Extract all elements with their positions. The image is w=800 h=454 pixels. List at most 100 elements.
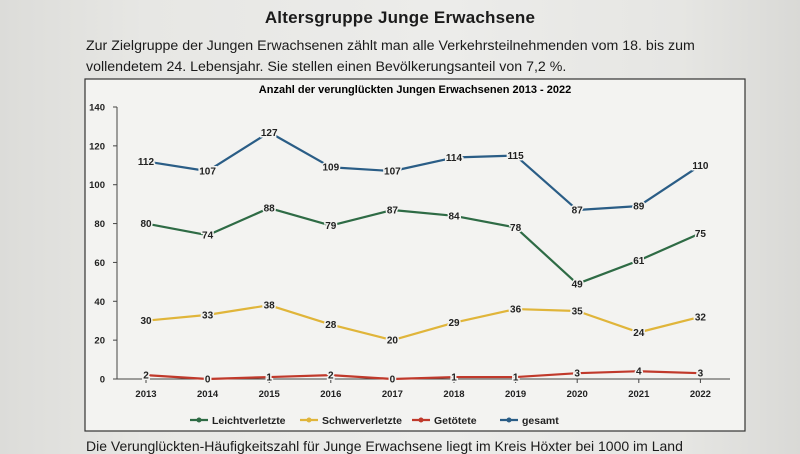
x-tick-label: 2019 [505,389,526,400]
data-label-leichtverletzte: 78 [510,223,522,234]
x-tick-label: 2017 [382,389,403,400]
series-line-schwerverletzte [145,304,701,342]
data-label-schwerverletzte: 28 [325,320,337,331]
data-point-gesamt [575,208,579,212]
data-point-gesamt [637,204,641,208]
data-label-leichtverletzte: 79 [325,221,337,232]
data-label-schwerverletzte: 24 [633,328,645,339]
data-point-get-tete [206,377,210,381]
data-point-schwerverletzte [267,303,271,307]
data-point-get-tete [698,371,703,375]
data-label-leichtverletzte: 49 [572,279,584,290]
data-label-get-tete: 3 [574,369,580,380]
data-label-get-tete: 1 [513,373,519,384]
data-point-leichtverletzte [637,258,641,263]
data-point-gesamt [452,155,456,160]
x-tick-label: 2018 [443,389,464,400]
legend-label-leichtverletzte: Leichtverletzte [212,415,286,427]
legend-label-schwerverletzte: Schwerverletzte [322,415,402,427]
data-point-leichtverletzte [390,208,394,212]
data-label-get-tete: 4 [636,367,642,378]
data-label-gesamt: 87 [572,205,584,216]
data-point-get-tete [452,375,456,379]
data-label-get-tete: 2 [143,371,149,382]
data-label-schwerverletzte: 20 [387,336,399,347]
y-tick-label: 0 [100,375,105,386]
data-point-schwerverletzte [206,313,210,317]
data-point-get-tete [637,369,641,373]
data-label-get-tete: 2 [328,371,334,382]
data-label-schwerverletzte: 29 [448,318,460,329]
intro-paragraph: Zur Zielgruppe der Jungen Erwachsenen zä… [86,38,695,75]
legend-marker-gesamt [506,417,512,423]
data-point-gesamt [514,153,518,158]
data-point-get-tete [267,375,271,379]
data-point-leichtverletzte [698,231,703,235]
legend-label-gesamt: gesamt [522,415,559,427]
data-label-gesamt: 115 [508,151,525,162]
y-tick-label: 40 [94,297,105,308]
x-tick-label: 2013 [135,389,156,400]
y-tick-label: 80 [94,219,105,230]
data-point-get-tete [390,377,394,381]
y-tick-label: 60 [94,258,105,269]
series-line-gesamt [145,131,702,212]
data-point-leichtverletzte [329,223,333,228]
data-point-schwerverletzte [637,330,641,334]
y-tick-label: 100 [89,180,105,191]
data-label-get-tete: 0 [390,375,396,386]
data-label-leichtverletzte: 87 [387,205,399,216]
x-tick-label: 2021 [628,389,650,400]
section-heading: Altersgruppe Junge Erwachsene [264,8,536,27]
data-label-schwerverletzte: 38 [264,301,276,312]
series-line-get-tete [145,370,701,381]
data-point-schwerverletzte [390,338,394,342]
data-label-gesamt: 107 [384,167,401,178]
data-point-gesamt [698,163,703,167]
data-label-leichtverletzte: 80 [140,219,152,230]
data-label-leichtverletzte: 84 [448,211,460,222]
data-point-schwerverletzte [329,323,333,327]
y-tick-label: 20 [94,336,105,347]
data-point-leichtverletzte [144,221,148,226]
data-label-get-tete: 3 [698,369,704,380]
footer-text: Die Verunglückten-Häufigkeitszahl für Ju… [86,438,683,454]
data-point-get-tete [144,373,148,377]
data-point-get-tete [575,371,579,375]
data-label-schwerverletzte: 33 [202,310,214,321]
data-point-schwerverletzte [514,307,518,311]
data-label-gesamt: 112 [138,157,155,168]
data-point-gesamt [390,169,394,173]
data-point-gesamt [206,169,210,173]
data-label-gesamt: 114 [446,153,463,164]
data-label-gesamt: 110 [692,161,709,172]
legend-marker-schwerverletzte [306,417,312,423]
data-label-schwerverletzte: 36 [510,305,522,316]
data-label-leichtverletzte: 61 [633,256,645,267]
data-label-leichtverletzte: 88 [264,204,276,215]
data-point-gesamt [267,130,271,134]
data-label-leichtverletzte: 75 [695,229,707,240]
data-point-get-tete [329,373,333,377]
data-label-get-tete: 1 [266,373,272,384]
data-label-gesamt: 89 [633,202,645,213]
data-point-leichtverletzte [452,214,456,218]
data-label-schwerverletzte: 35 [572,307,584,318]
data-label-get-tete: 0 [205,375,211,386]
legend-marker-leichtverletzte [196,417,202,423]
data-point-leichtverletzte [267,206,271,210]
chart-title: Anzahl der verunglückten Jungen Erwachse… [259,84,571,96]
series-line-leichtverletzte [145,206,701,285]
x-tick-label: 2016 [320,389,341,400]
y-tick-label: 120 [89,141,105,152]
data-point-leichtverletzte [514,225,518,230]
data-label-gesamt: 127 [261,128,278,139]
x-tick-label: 2014 [197,389,219,400]
data-point-schwerverletzte [144,319,148,323]
data-label-schwerverletzte: 32 [695,312,707,323]
data-label-gesamt: 107 [199,167,216,178]
data-label-get-tete: 1 [451,373,457,384]
x-tick-label: 2022 [690,389,711,400]
x-tick-label: 2015 [259,389,281,400]
